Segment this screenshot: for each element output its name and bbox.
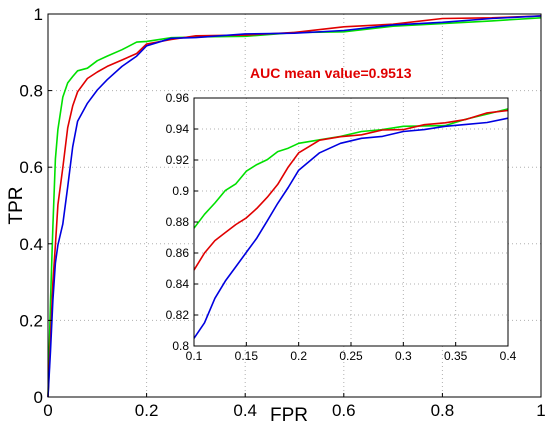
- inset-ticks: 0.1 0.15 0.2 0.25 0.3 0.35 0.4 0.8 0.82 0.84 0.86 0…: [166, 91, 517, 363]
- inset-x-tick-label-0: 0.1: [186, 349, 203, 363]
- inset-x-tick-label-1: 0.15: [235, 349, 259, 363]
- inset-series-line-2: [193, 117, 509, 339]
- main-y-tick-label-1: 0.2: [19, 311, 43, 330]
- inset-y-tick-label-1: 0.82: [166, 308, 190, 322]
- main-ticks: 0 0.2 0.4 0.6 0.8 1 0 0.2 0.4 0.6 0.8 1: [19, 5, 545, 420]
- main-x-tick-label-2: 0.4: [233, 401, 257, 420]
- inset-x-tick-label-5: 0.35: [444, 349, 468, 363]
- inset-y-tick-label-5: 0.9: [172, 184, 189, 198]
- inset-x-tick-label-6: 0.4: [500, 349, 517, 363]
- main-x-tick-label-3: 0.6: [332, 401, 356, 420]
- auc-annotation: AUC mean value=0.9513: [250, 65, 412, 81]
- main-series-line-0: [47, 17, 542, 398]
- inset-y-tick-label-0: 0.8: [172, 339, 189, 353]
- inset-y-tick-label-7: 0.94: [166, 122, 190, 136]
- inset-y-tick-label-8: 0.96: [166, 91, 190, 105]
- inset-y-tick-label-6: 0.92: [166, 153, 190, 167]
- inset-series: [193, 108, 509, 339]
- main-y-tick-label-3: 0.6: [19, 158, 43, 177]
- main-series-line-1: [47, 15, 542, 398]
- main-y-tick-label-4: 0.8: [19, 82, 43, 101]
- inset-y-tick-label-2: 0.84: [166, 277, 190, 291]
- x-axis-label: FPR: [270, 405, 308, 426]
- inset-x-tick-label-3: 0.25: [339, 349, 363, 363]
- main-y-tick-label-2: 0.4: [19, 235, 43, 254]
- y-axis-label: TPR: [6, 187, 27, 225]
- main-series: [47, 15, 542, 398]
- main-series-line-2: [47, 15, 542, 398]
- main-y-tick-label-5: 1: [34, 5, 43, 24]
- inset-x-tick-label-4: 0.3: [395, 349, 412, 363]
- main-x-tick-label-5: 1: [536, 401, 545, 420]
- inset-y-tick-label-3: 0.86: [166, 246, 190, 260]
- inset-series-line-0: [193, 108, 509, 229]
- inset-series-line-1: [193, 109, 509, 271]
- main-x-tick-label-0: 0: [43, 401, 52, 420]
- main-x-tick-label-4: 0.8: [431, 401, 455, 420]
- inset-y-tick-label-4: 0.88: [166, 215, 190, 229]
- inset-x-tick-label-2: 0.2: [290, 349, 307, 363]
- main-x-tick-label-1: 0.2: [135, 401, 159, 420]
- main-plot-frame: [47, 13, 542, 398]
- main-y-tick-label-0: 0: [34, 388, 43, 407]
